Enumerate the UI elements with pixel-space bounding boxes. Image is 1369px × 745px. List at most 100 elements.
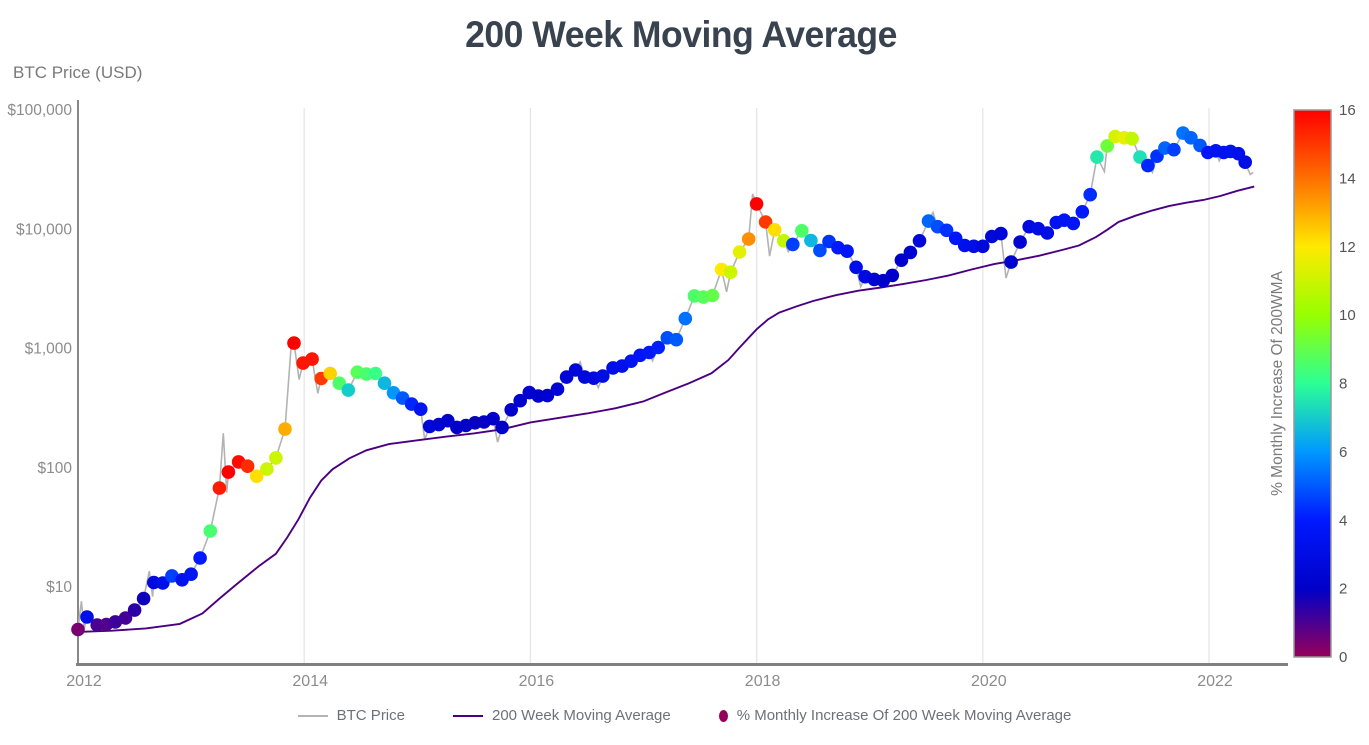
monthly-increase-dot[interactable] — [1075, 205, 1090, 219]
monthly-increase-dot[interactable] — [341, 383, 356, 397]
monthly-increase-dot[interactable] — [849, 260, 863, 275]
monthly-increase-dot[interactable] — [669, 332, 684, 347]
x-tick-label: 2014 — [292, 673, 328, 690]
monthly-increase-dot[interactable] — [596, 369, 610, 383]
colorbar-tick-label: 10 — [1339, 307, 1356, 324]
x-tick-label: 2018 — [745, 673, 781, 690]
monthly-increase-dot[interactable] — [1090, 150, 1104, 164]
y-tick-label: $10 — [46, 579, 72, 596]
monthly-increase-dot[interactable] — [260, 462, 274, 476]
monthly-increase-dot[interactable] — [80, 610, 94, 624]
monthly-increase-dot[interactable] — [651, 340, 665, 355]
colorbar-tick-label: 12 — [1339, 239, 1356, 256]
monthly-increase-dot[interactable] — [813, 243, 827, 258]
legend-label: 200 Week Moving Average — [491, 707, 671, 724]
monthly-increase-dot[interactable] — [278, 422, 292, 436]
monthly-increase-dot[interactable] — [203, 524, 218, 538]
monthly-increase-dot[interactable] — [136, 591, 151, 606]
monthly-increase-dot[interactable] — [1133, 150, 1147, 164]
monthly-increase-dot[interactable] — [413, 402, 428, 417]
y-tick-label: $1,000 — [25, 341, 73, 358]
colorbar-tick-label: 14 — [1339, 170, 1356, 187]
monthly-increase-dot[interactable] — [1083, 187, 1097, 202]
monthly-increase-dot-swatch-icon — [718, 709, 728, 722]
monthly-increase-dot[interactable] — [1004, 255, 1018, 269]
colorbar-tick-label: 8 — [1339, 376, 1347, 393]
monthly-increase-dot[interactable] — [486, 411, 500, 426]
monthly-increase-dot[interactable] — [678, 311, 693, 326]
monthly-increase-dot[interactable] — [786, 237, 800, 252]
y-axis-title: BTC Price (USD) — [13, 63, 143, 82]
y-tick-label: $100 — [38, 460, 73, 477]
monthly-increase-dot[interactable] — [249, 469, 264, 484]
monthly-increase-dot[interactable] — [495, 420, 509, 435]
y-tick-label: $100,000 — [7, 102, 72, 119]
monthly-increase-dot[interactable] — [193, 551, 207, 565]
monthly-increase-dot[interactable] — [368, 366, 383, 381]
monthly-increase-dot[interactable] — [504, 403, 518, 417]
monthly-increase-dot[interactable] — [377, 376, 392, 391]
monthly-increase-dot[interactable] — [550, 382, 565, 397]
monthly-increase-dot[interactable] — [1013, 235, 1027, 249]
monthly-increase-dot[interactable] — [240, 459, 255, 474]
colorbar-tick-label: 2 — [1339, 581, 1347, 598]
monthly-increase-dot[interactable] — [184, 567, 198, 581]
page-title: 200 Week Moving Average — [465, 14, 897, 55]
colorbar-title: % Monthly Increase Of 200WMA — [1269, 270, 1286, 495]
monthly-increase-dot[interactable] — [723, 265, 738, 280]
monthly-increase-dot[interactable] — [1184, 131, 1198, 145]
y-tick-label: $10,000 — [16, 221, 72, 238]
legend-item-monthly-increase[interactable]: % Monthly Increase Of 200 Week Moving Av… — [718, 707, 1072, 724]
monthly-increase-dot[interactable] — [767, 223, 782, 237]
monthly-increase-dot[interactable] — [1100, 139, 1114, 153]
monthly-increase-dot[interactable] — [795, 224, 809, 238]
monthly-increase-dot[interactable] — [741, 232, 756, 246]
monthly-increase-dot[interactable] — [1040, 226, 1055, 240]
monthly-increase-dot[interactable] — [840, 244, 854, 258]
monthly-increase-dot[interactable] — [705, 288, 720, 303]
monthly-increase-dot[interactable] — [513, 393, 527, 408]
monthly-increase-dot[interactable] — [804, 233, 818, 248]
wma-line-swatch-icon — [452, 714, 483, 717]
monthly-increase-dot[interactable] — [118, 611, 133, 625]
monthly-increase-dot[interactable] — [732, 245, 747, 259]
colorbar-tick-label: 0 — [1339, 649, 1347, 666]
monthly-increase-dot[interactable] — [1167, 142, 1181, 157]
monthly-increase-dot[interactable] — [758, 215, 773, 229]
x-tick-label: 2012 — [66, 673, 102, 690]
monthly-increase-dot[interactable] — [1066, 216, 1081, 231]
legend-item-200wma[interactable]: 200 Week Moving Average — [452, 707, 671, 724]
monthly-increase-dot[interactable] — [939, 223, 954, 238]
legend-label: BTC Price — [336, 707, 405, 724]
monthly-increase-dot[interactable] — [287, 336, 301, 350]
monthly-increase-dot[interactable] — [994, 226, 1008, 241]
monthly-increase-dot[interactable] — [903, 245, 918, 260]
monthly-increase-dot[interactable] — [976, 239, 990, 254]
monthly-increase-dot[interactable] — [305, 352, 319, 366]
legend-item-btc-price[interactable]: BTC Price — [297, 707, 405, 724]
monthly-increase-dot[interactable] — [212, 481, 227, 495]
monthly-increase-dot[interactable] — [269, 451, 283, 465]
monthly-increase-dot[interactable] — [894, 253, 909, 267]
monthly-increase-dot[interactable] — [165, 569, 179, 583]
monthly-increase-dot[interactable] — [1141, 158, 1155, 173]
legend-label: % Monthly Increase Of 200 Week Moving Av… — [736, 707, 1072, 724]
colorbar-gradient — [1293, 109, 1332, 658]
btc-price-line — [77, 128, 1254, 630]
wma-line — [77, 185, 1255, 633]
monthly-increase-dot[interactable] — [749, 197, 764, 211]
x-tick-label: 2020 — [971, 673, 1007, 690]
monthly-increase-dot[interactable] — [221, 465, 236, 479]
monthly-increase-dot[interactable] — [71, 622, 85, 637]
monthly-increase-dot[interactable] — [323, 366, 338, 381]
monthly-increase-dot[interactable] — [1125, 131, 1139, 146]
colorbar-tick-label: 16 — [1339, 102, 1356, 119]
monthly-increase-dot[interactable] — [540, 388, 555, 403]
monthly-increase-dot[interactable] — [912, 234, 927, 248]
monthly-increase-dot[interactable] — [108, 615, 123, 629]
monthly-increase-dot[interactable] — [127, 603, 142, 617]
monthly-increase-dot[interactable] — [885, 268, 900, 283]
monthly-increase-dot[interactable] — [1238, 155, 1252, 169]
